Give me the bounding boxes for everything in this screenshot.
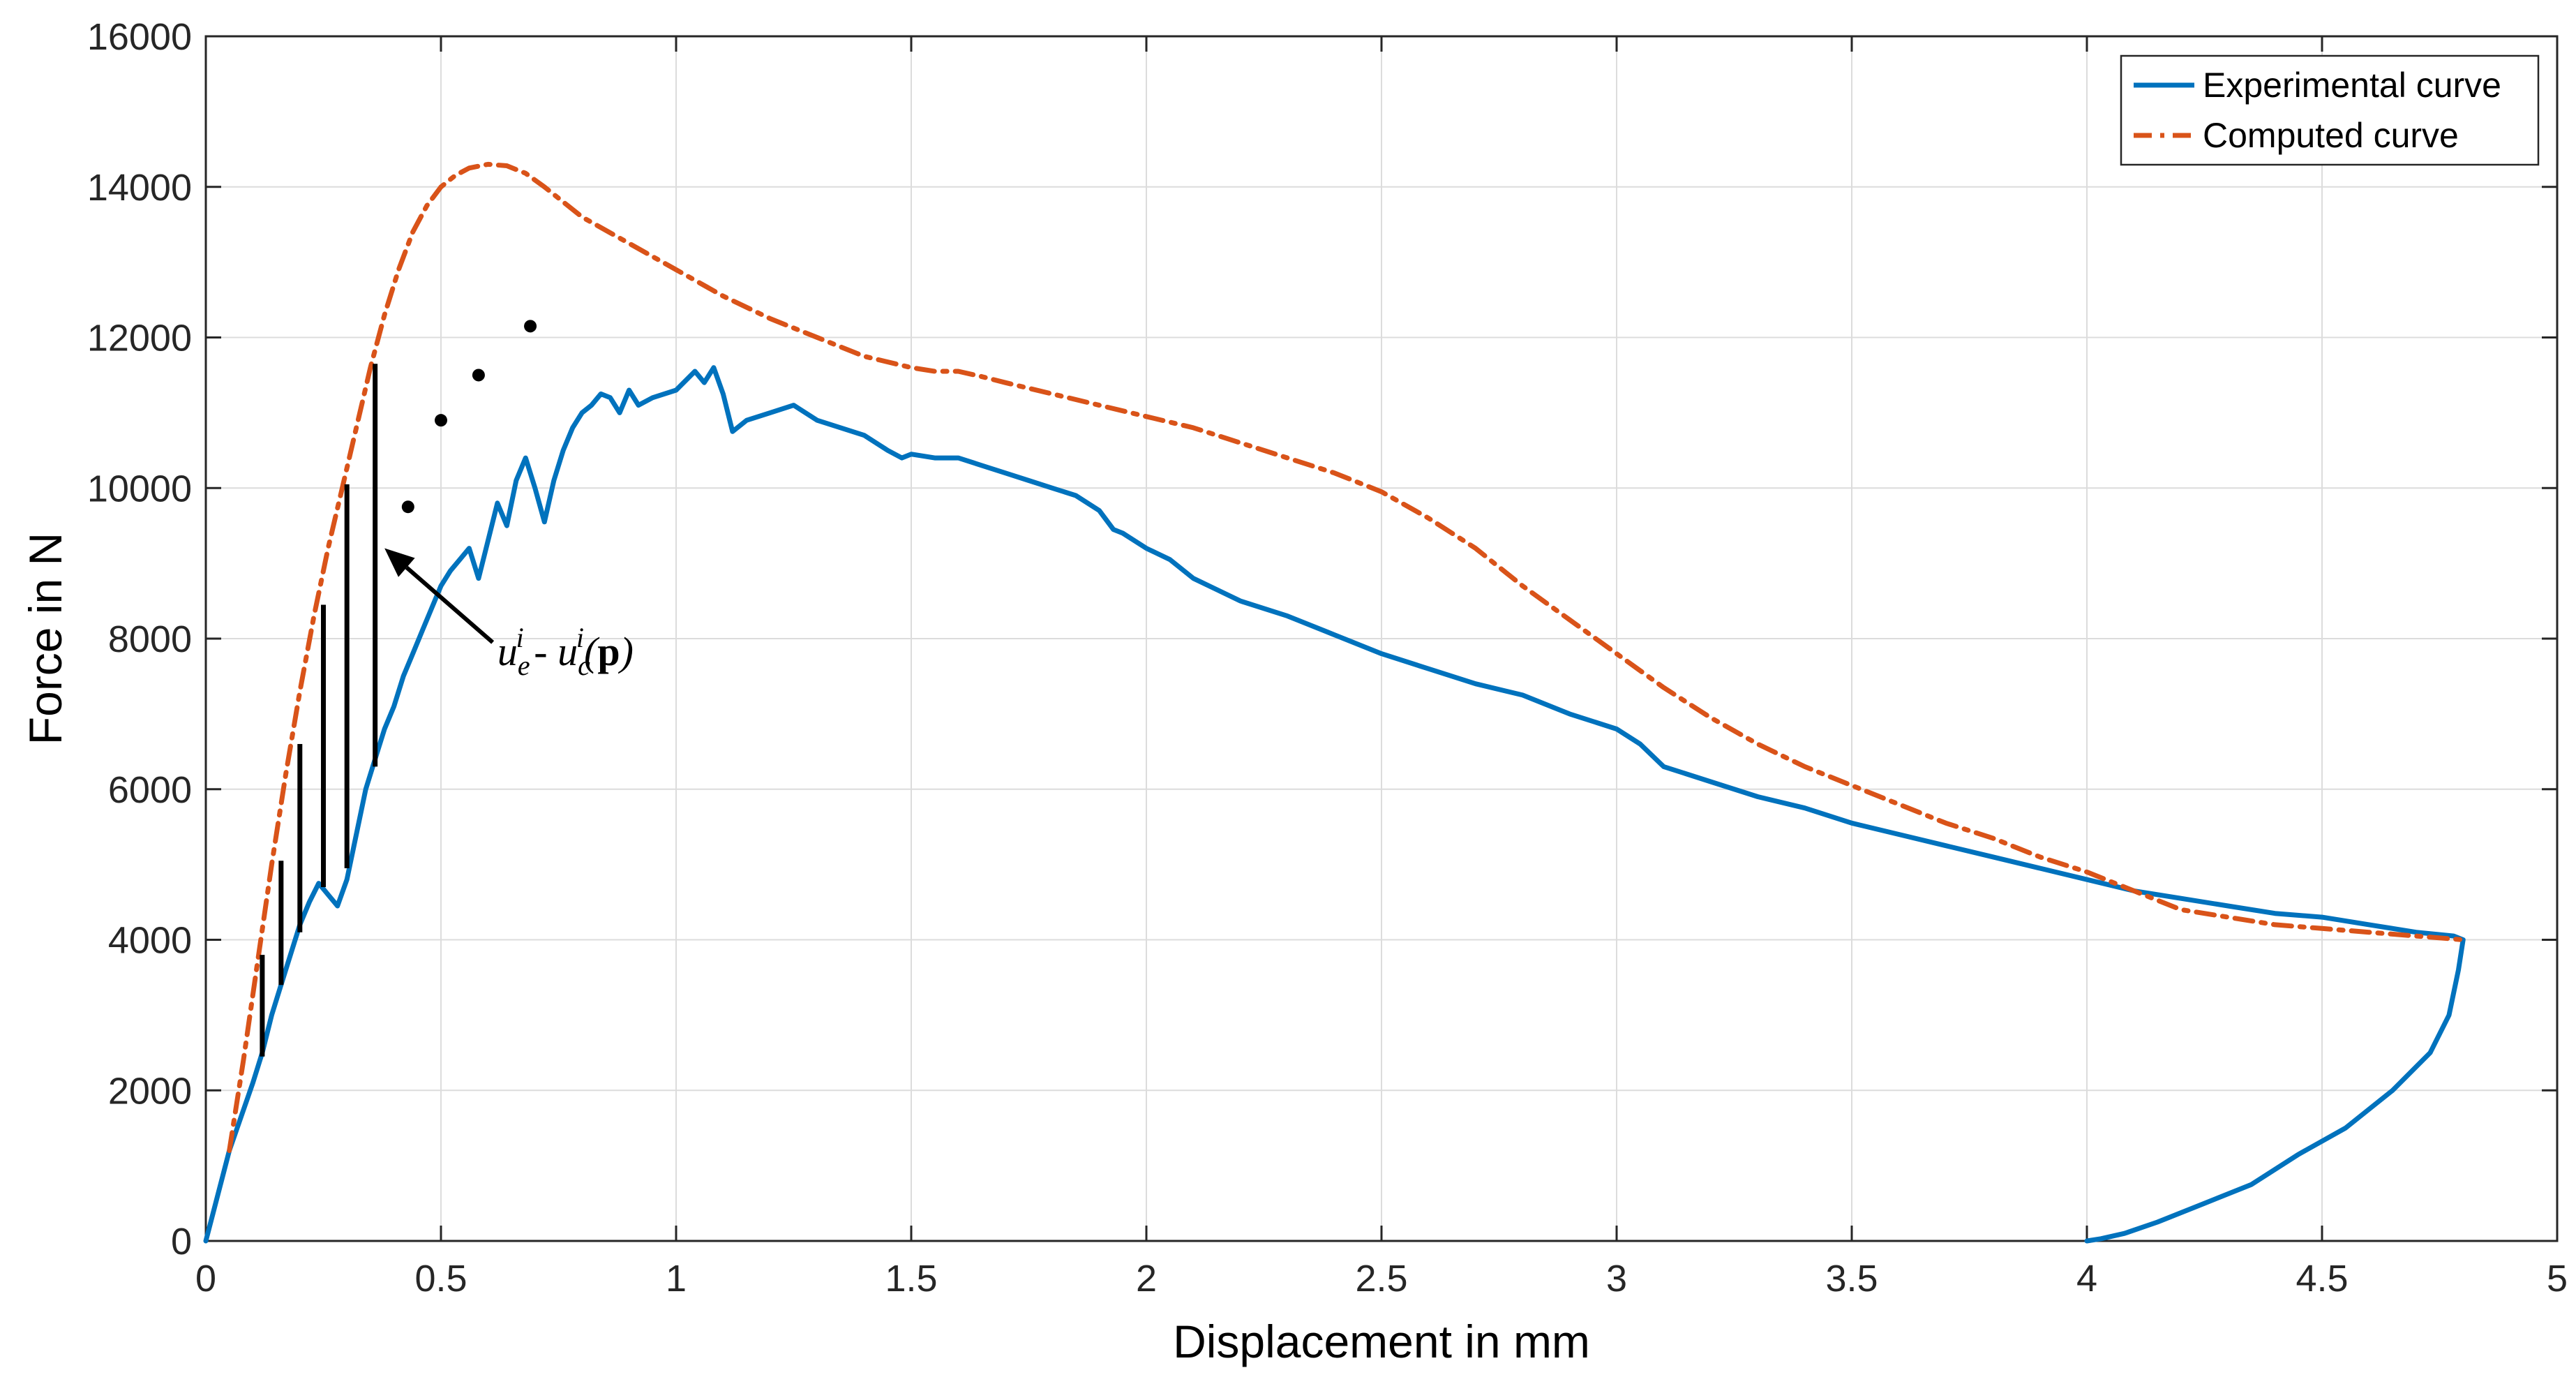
y-tick-label: 0 bbox=[171, 1221, 192, 1263]
legend-box bbox=[2120, 54, 2540, 166]
x-tick-label: 1 bbox=[666, 1258, 687, 1300]
marker-dot bbox=[524, 320, 537, 333]
annotation-arrow-head bbox=[384, 548, 415, 577]
annotation-label: uei - uci(p) bbox=[497, 622, 634, 681]
x-tick-label: 1.5 bbox=[885, 1258, 937, 1300]
annotation-paren-close: ) bbox=[618, 629, 634, 674]
marker-dot bbox=[472, 369, 485, 382]
annotation-paren-open: ( bbox=[584, 629, 600, 674]
x-tick-label: 0.5 bbox=[414, 1258, 467, 1300]
series-line-experimental bbox=[203, 365, 2466, 1244]
legend: Experimental curve Computed curve bbox=[2120, 54, 2540, 166]
annotation-sup-i-2: i bbox=[576, 622, 584, 653]
x-axis-tick-labels: 0 0.5 1 1.5 2 2.5 3 3.5 4 4.5 5 bbox=[195, 1258, 2568, 1300]
annotation: uei - uci(p) bbox=[384, 548, 634, 681]
x-tick-label: 5 bbox=[2547, 1258, 2568, 1300]
y-axis-tick-labels: 0 2000 4000 6000 8000 10000 12000 14000 16000 bbox=[87, 16, 192, 1263]
x-tick-label: 2.5 bbox=[1355, 1258, 1407, 1300]
annotation-arrow-line bbox=[405, 565, 495, 644]
y-tick-label: 6000 bbox=[108, 769, 192, 811]
y-tick-label: 2000 bbox=[108, 1070, 192, 1112]
x-tick-label: 4 bbox=[2076, 1258, 2097, 1300]
annotation-u1: u bbox=[497, 629, 518, 674]
y-axis-title: Force in N bbox=[20, 533, 71, 745]
axis-ticks bbox=[204, 35, 2559, 1242]
marker-dot bbox=[401, 500, 414, 514]
data-series bbox=[203, 161, 2466, 1244]
y-tick-label: 12000 bbox=[87, 318, 192, 359]
series-line-computed bbox=[227, 161, 2466, 1153]
legend-label-experimental: Experimental curve bbox=[2203, 66, 2501, 105]
x-tick-label: 4.5 bbox=[2296, 1258, 2348, 1300]
x-tick-label: 3 bbox=[1606, 1258, 1627, 1300]
annotation-sub-c: c bbox=[578, 650, 590, 681]
annotation-sub-e: e bbox=[518, 650, 530, 681]
annotation-u2: u bbox=[557, 629, 578, 674]
x-axis-title: Displacement in mm bbox=[1173, 1316, 1590, 1367]
marker-dots bbox=[401, 320, 537, 514]
difference-bars bbox=[260, 364, 378, 1057]
y-tick-label: 4000 bbox=[108, 920, 192, 962]
legend-label-computed: Computed curve bbox=[2203, 116, 2459, 155]
marker-dot bbox=[435, 414, 447, 427]
annotation-minus: - bbox=[524, 629, 557, 674]
y-tick-label: 8000 bbox=[108, 618, 192, 660]
y-tick-label: 14000 bbox=[87, 167, 192, 209]
x-tick-label: 0 bbox=[195, 1258, 216, 1300]
annotation-p-bold: p bbox=[597, 629, 620, 674]
y-tick-label: 16000 bbox=[87, 16, 192, 58]
x-tick-label: 2 bbox=[1136, 1258, 1157, 1300]
annotation-sup-i-1: i bbox=[516, 622, 524, 653]
x-tick-label: 3.5 bbox=[1825, 1258, 1878, 1300]
y-tick-label: 10000 bbox=[87, 468, 192, 509]
